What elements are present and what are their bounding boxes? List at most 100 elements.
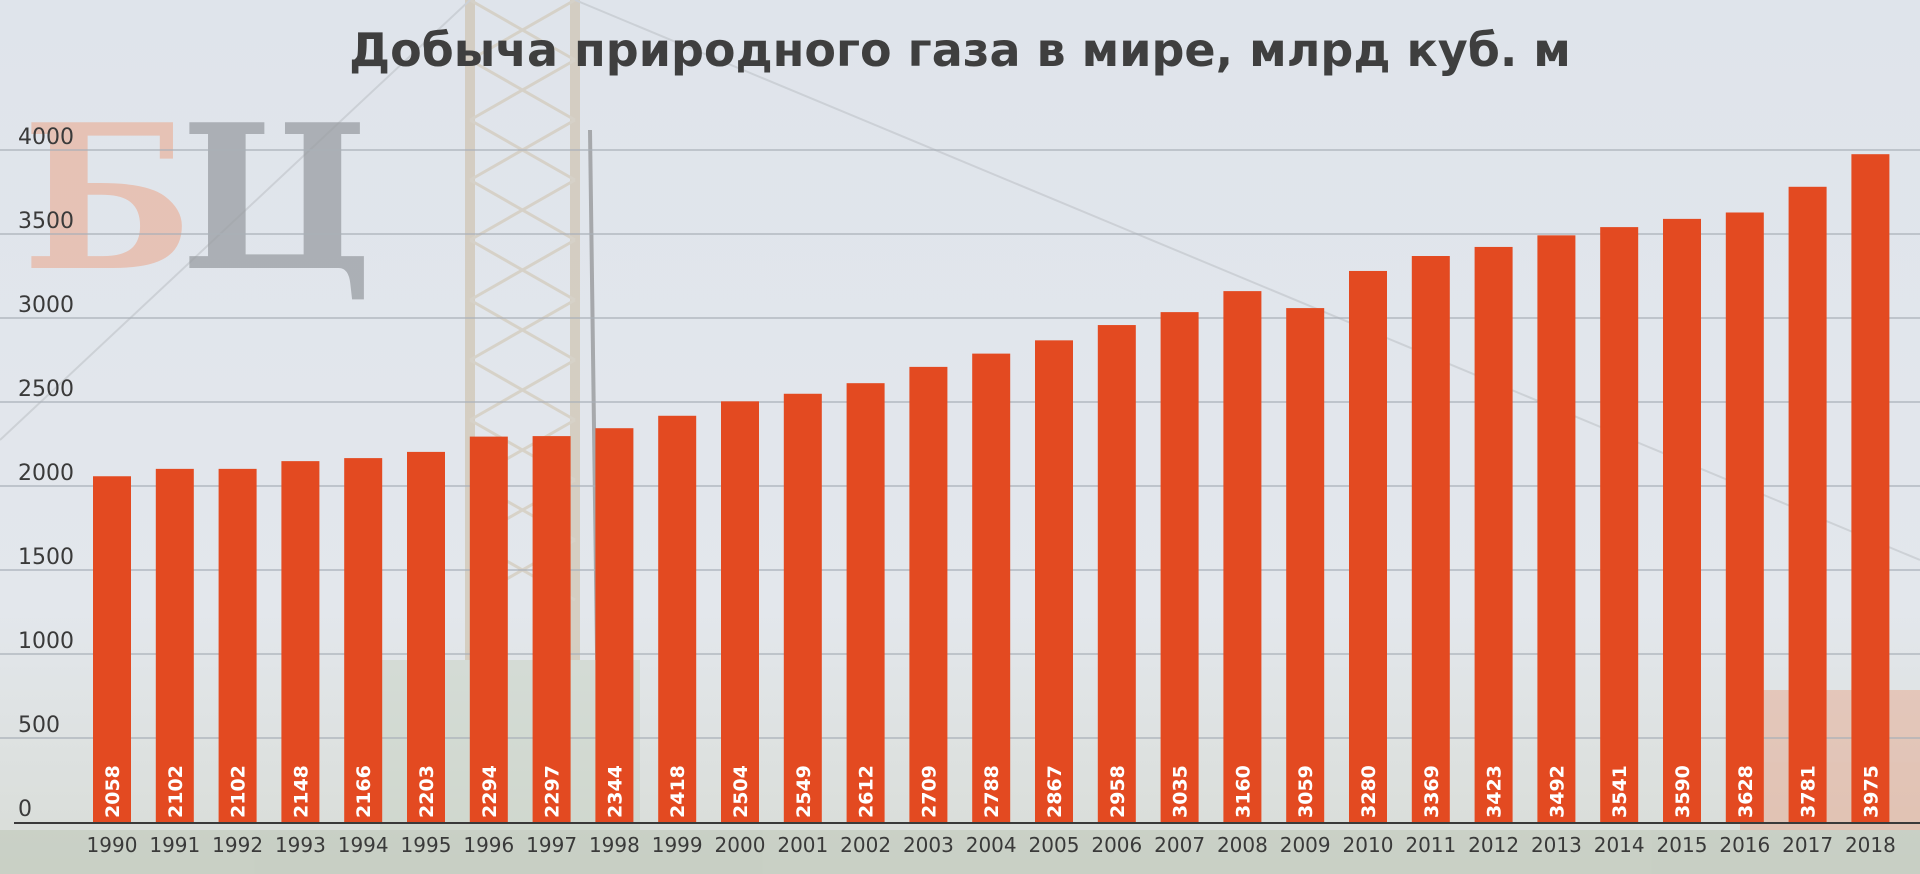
y-tick-label-2500: 2500 xyxy=(18,377,74,402)
bar-value-label-2010: 3280 xyxy=(1358,765,1380,818)
x-tick-label-2012: 2012 xyxy=(1468,833,1519,857)
bar-value-label-2012: 3423 xyxy=(1484,765,1506,818)
x-tick-label-2007: 2007 xyxy=(1154,833,1205,857)
bar-2015 xyxy=(1663,218,1701,822)
x-tick-label-2009: 2009 xyxy=(1280,833,1331,857)
x-tick-label-1995: 1995 xyxy=(401,833,452,857)
bar-value-label-1995: 2203 xyxy=(416,765,438,818)
bar-value-label-1994: 2166 xyxy=(353,765,375,818)
x-axis-tick-labels: 1990 1991 1992 1993 1994 1995 1996 1997 1998 1999… xyxy=(87,833,1896,857)
bar-value-label-2004: 2788 xyxy=(981,765,1003,818)
bar-value-label-1990: 2058 xyxy=(102,765,124,818)
bar-value-label-2009: 3059 xyxy=(1295,765,1317,818)
x-tick-label-1990: 1990 xyxy=(87,833,138,857)
bar-value-label-2011: 3369 xyxy=(1421,765,1443,818)
bar-1993 xyxy=(281,461,320,822)
bar-value-label-2006: 2958 xyxy=(1107,765,1129,818)
logo-letter-1: Б xyxy=(22,81,193,316)
x-tick-label-1998: 1998 xyxy=(589,833,640,857)
bar-1997 xyxy=(532,436,571,822)
bar-value-label-1992: 2102 xyxy=(228,765,250,818)
bar-value-label-1996: 2294 xyxy=(479,765,501,818)
gridlines xyxy=(0,149,1920,739)
bar-2014 xyxy=(1600,227,1639,822)
bar-value-label-2014: 3541 xyxy=(1609,765,1631,818)
y-tick-label-3000: 3000 xyxy=(18,293,74,318)
bar-1992 xyxy=(218,468,257,822)
x-tick-label-2013: 2013 xyxy=(1531,833,1582,857)
bar-2003 xyxy=(909,366,948,822)
bar-value-label-2001: 2549 xyxy=(793,765,815,818)
x-tick-label-2006: 2006 xyxy=(1091,833,1142,857)
bar-2002 xyxy=(846,383,885,822)
x-tick-label-2001: 2001 xyxy=(777,833,828,857)
y-tick-label-1500: 1500 xyxy=(18,545,74,570)
x-tick-label-2010: 2010 xyxy=(1343,833,1394,857)
bar-value-label-1998: 2344 xyxy=(604,765,626,818)
bar-value-labels: 2058 2102 2102 2148 2166 2203 2294 2297 2344 2418… xyxy=(102,765,1882,818)
x-tick-label-1992: 1992 xyxy=(212,833,263,857)
bar-2018 xyxy=(1851,154,1890,822)
x-tick-label-1996: 1996 xyxy=(463,833,514,857)
x-tick-label-2017: 2017 xyxy=(1782,833,1833,857)
bar-value-label-2002: 2612 xyxy=(856,765,878,818)
bar-value-label-2005: 2867 xyxy=(1044,765,1066,818)
x-tick-label-2003: 2003 xyxy=(903,833,954,857)
bar-value-label-2003: 2709 xyxy=(918,765,940,818)
y-axis-tick-labels: 0 500 1000 1500 2000 2500 3000 3500 4000 xyxy=(18,125,74,822)
bar-2006 xyxy=(1097,325,1136,822)
bar-2012 xyxy=(1474,246,1513,822)
bar-2000 xyxy=(721,401,759,822)
bar-1999 xyxy=(658,415,697,822)
bar-2017 xyxy=(1788,186,1827,823)
x-tick-label-2015: 2015 xyxy=(1657,833,1708,857)
bar-1994 xyxy=(344,458,383,822)
bar-value-label-2018: 3975 xyxy=(1860,765,1882,818)
bar-value-label-2015: 3590 xyxy=(1672,765,1694,818)
bar-2008 xyxy=(1223,291,1262,822)
bar-1996 xyxy=(469,436,508,822)
x-tick-label-1991: 1991 xyxy=(149,833,200,857)
bar-value-label-2016: 3628 xyxy=(1735,765,1757,818)
bar-2001 xyxy=(783,393,822,822)
x-tick-label-2014: 2014 xyxy=(1594,833,1645,857)
x-tick-label-2016: 2016 xyxy=(1719,833,1770,857)
y-tick-label-2000: 2000 xyxy=(18,461,74,486)
bar-2016 xyxy=(1725,212,1764,823)
x-tick-label-2018: 2018 xyxy=(1845,833,1896,857)
bar-value-label-2013: 3492 xyxy=(1546,765,1568,818)
y-tick-label-4000: 4000 xyxy=(18,125,74,150)
bar-value-label-1997: 2297 xyxy=(542,765,564,818)
bar-value-label-1991: 2102 xyxy=(165,765,187,818)
bar-1991 xyxy=(155,468,194,822)
bar-value-label-2008: 3160 xyxy=(1232,765,1254,818)
y-tick-label-500: 500 xyxy=(18,713,60,738)
bar-2004 xyxy=(972,353,1011,822)
bar-value-label-2007: 3035 xyxy=(1170,765,1192,818)
bar-2005 xyxy=(1035,340,1073,822)
x-tick-label-1994: 1994 xyxy=(338,833,389,857)
x-tick-label-2005: 2005 xyxy=(1029,833,1080,857)
logo: Б Ц xyxy=(22,81,373,316)
bar-value-label-2017: 3781 xyxy=(1798,765,1820,818)
y-tick-label-0: 0 xyxy=(18,797,32,822)
bar-1995 xyxy=(407,451,445,822)
bar-2010 xyxy=(1349,270,1387,823)
logo-letter-2: Ц xyxy=(180,81,373,316)
x-tick-label-2011: 2011 xyxy=(1405,833,1456,857)
bar-2013 xyxy=(1537,235,1576,822)
x-tick-label-1997: 1997 xyxy=(526,833,577,857)
bar-1998 xyxy=(595,428,634,822)
x-tick-label-1993: 1993 xyxy=(275,833,326,857)
x-tick-label-2008: 2008 xyxy=(1217,833,1268,857)
bar-value-label-1993: 2148 xyxy=(290,765,312,818)
chart-title: Добыча природного газа в мире, млрд куб.… xyxy=(349,23,1571,77)
y-tick-label-1000: 1000 xyxy=(18,629,74,654)
bar-value-label-1999: 2418 xyxy=(667,765,689,818)
bar-value-label-2000: 2504 xyxy=(730,765,752,818)
x-tick-label-2002: 2002 xyxy=(840,833,891,857)
bar-2011 xyxy=(1411,256,1450,822)
x-tick-label-1999: 1999 xyxy=(652,833,703,857)
bars xyxy=(93,154,1890,823)
